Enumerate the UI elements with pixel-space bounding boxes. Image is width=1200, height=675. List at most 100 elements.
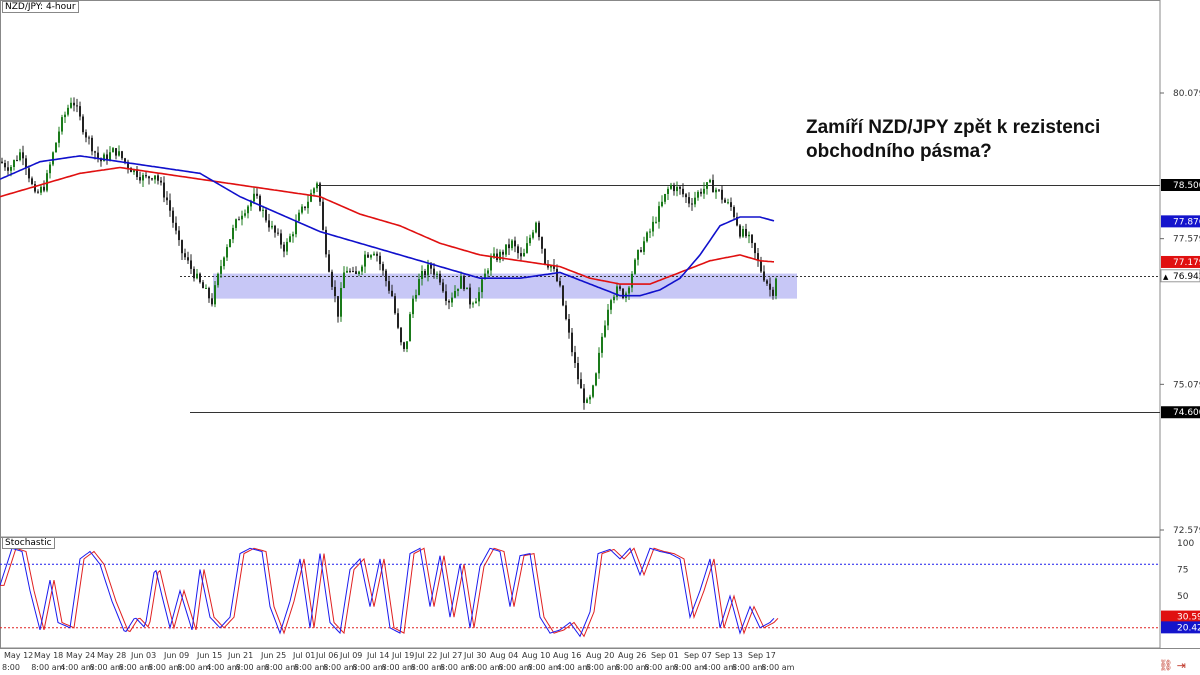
candle-bull <box>697 191 699 198</box>
candle-bear <box>400 327 402 343</box>
x-date-label: Jun 25 <box>260 651 286 660</box>
candle-bull <box>409 314 411 342</box>
candle-bull <box>484 273 486 280</box>
candle-bear <box>7 167 9 171</box>
candle-bear <box>352 271 354 273</box>
stochastic-tick-label: 100 <box>1177 539 1194 549</box>
candle-bear <box>751 234 753 244</box>
price-box-red <box>1161 255 1200 268</box>
candle-bear <box>163 182 165 198</box>
candle-bull <box>607 309 609 326</box>
candle-bull <box>775 278 777 296</box>
candle-bull <box>589 396 591 400</box>
candle-bear <box>553 265 555 269</box>
candle-bull <box>406 341 408 349</box>
candle-bear <box>43 186 45 191</box>
candle-bull <box>103 154 105 162</box>
candle-bull <box>310 193 312 202</box>
candle-bear <box>283 244 285 252</box>
candle-bear <box>556 268 558 282</box>
candle-bull <box>709 180 711 183</box>
stochastic-d-line <box>0 547 779 638</box>
candle-bull <box>286 241 288 252</box>
candle-bull <box>226 247 228 258</box>
fast-moving-average <box>0 155 775 297</box>
candle-bull <box>361 266 363 272</box>
candle-bear <box>178 230 180 241</box>
candle-bull <box>364 254 366 267</box>
candle-bear <box>514 240 516 247</box>
candle-bear <box>733 207 735 217</box>
candle-bull <box>478 292 480 302</box>
candle-bull <box>70 102 72 108</box>
candle-bear <box>385 270 387 282</box>
candle-bear <box>544 248 546 265</box>
x-time-label: 8:00 am <box>469 663 502 672</box>
x-time-label: 8:00 am <box>148 663 181 672</box>
candle-bear <box>280 233 282 245</box>
candle-bull <box>109 152 111 160</box>
x-date-label: Sep 01 <box>651 651 679 660</box>
candle-bull <box>601 336 603 353</box>
candle-bear <box>679 186 681 189</box>
candle-bear <box>622 288 624 298</box>
candle-bear <box>376 253 378 256</box>
candle-bear <box>1 161 3 163</box>
candle-bull <box>511 240 513 249</box>
candle-bear <box>334 286 336 297</box>
candle-bear <box>541 237 543 249</box>
candle-bull <box>214 285 216 305</box>
candle-bull <box>421 271 423 280</box>
candle-bull <box>61 117 63 132</box>
x-date-label: Aug 04 <box>490 651 518 660</box>
candle-bull <box>628 287 630 294</box>
x-date-label: May 12 <box>4 651 33 660</box>
price-tick-label: 80.079 <box>1173 89 1200 99</box>
x-date-label: Jul 14 <box>366 651 389 660</box>
collapse-arrow-icon[interactable]: ⇥ <box>1176 659 1186 672</box>
candle-bull <box>646 232 648 242</box>
x-time-label: 4:00 am <box>703 663 736 672</box>
x-time-label: 8:00 am <box>352 663 385 672</box>
x-date-label: Jul 30 <box>463 651 486 660</box>
candle-bull <box>466 287 468 290</box>
candle-bear <box>121 151 123 159</box>
candle-bull <box>229 239 231 248</box>
price-box-blue <box>1161 215 1200 228</box>
x-time-label: 8:00 am <box>90 663 123 672</box>
x-time-label: 8:00 am <box>31 663 64 672</box>
candle-bear <box>82 116 84 133</box>
candle-bear <box>79 106 81 117</box>
candle-bull <box>205 287 207 289</box>
candle-bull <box>232 227 234 240</box>
x-date-label: Jul 27 <box>439 651 462 660</box>
price-box-light <box>1160 269 1200 283</box>
candle-bull <box>55 142 57 153</box>
candle-bull <box>40 186 42 193</box>
candle-bull <box>313 188 315 194</box>
stochastic-tick-label: 75 <box>1177 566 1188 576</box>
x-time-label: 8:00 am <box>615 663 648 672</box>
x-date-label: Jul 06 <box>315 651 338 660</box>
candle-bear <box>520 253 522 257</box>
candle-bear <box>94 151 96 153</box>
x-date-label: May 24 <box>66 651 95 660</box>
candle-bull <box>457 288 459 291</box>
candle-bear <box>424 271 426 276</box>
candle-bull <box>523 252 525 257</box>
candle-bear <box>328 254 330 272</box>
price-box-label: 77.876 <box>1173 217 1200 227</box>
candle-bull <box>262 209 264 211</box>
x-date-label: Jun 21 <box>227 651 253 660</box>
candle-bull <box>670 184 672 189</box>
link-icon[interactable]: ⛓ <box>1158 659 1173 672</box>
candle-bull <box>460 276 462 289</box>
candle-bear <box>97 152 99 159</box>
candle-bull <box>220 266 222 274</box>
candle-bull <box>301 206 303 213</box>
x-date-label: Sep 13 <box>715 651 743 660</box>
candle-bull <box>358 271 360 274</box>
candle-bull <box>223 257 225 267</box>
candle-bear <box>157 175 159 181</box>
x-time-label: 8:00 am <box>411 663 444 672</box>
